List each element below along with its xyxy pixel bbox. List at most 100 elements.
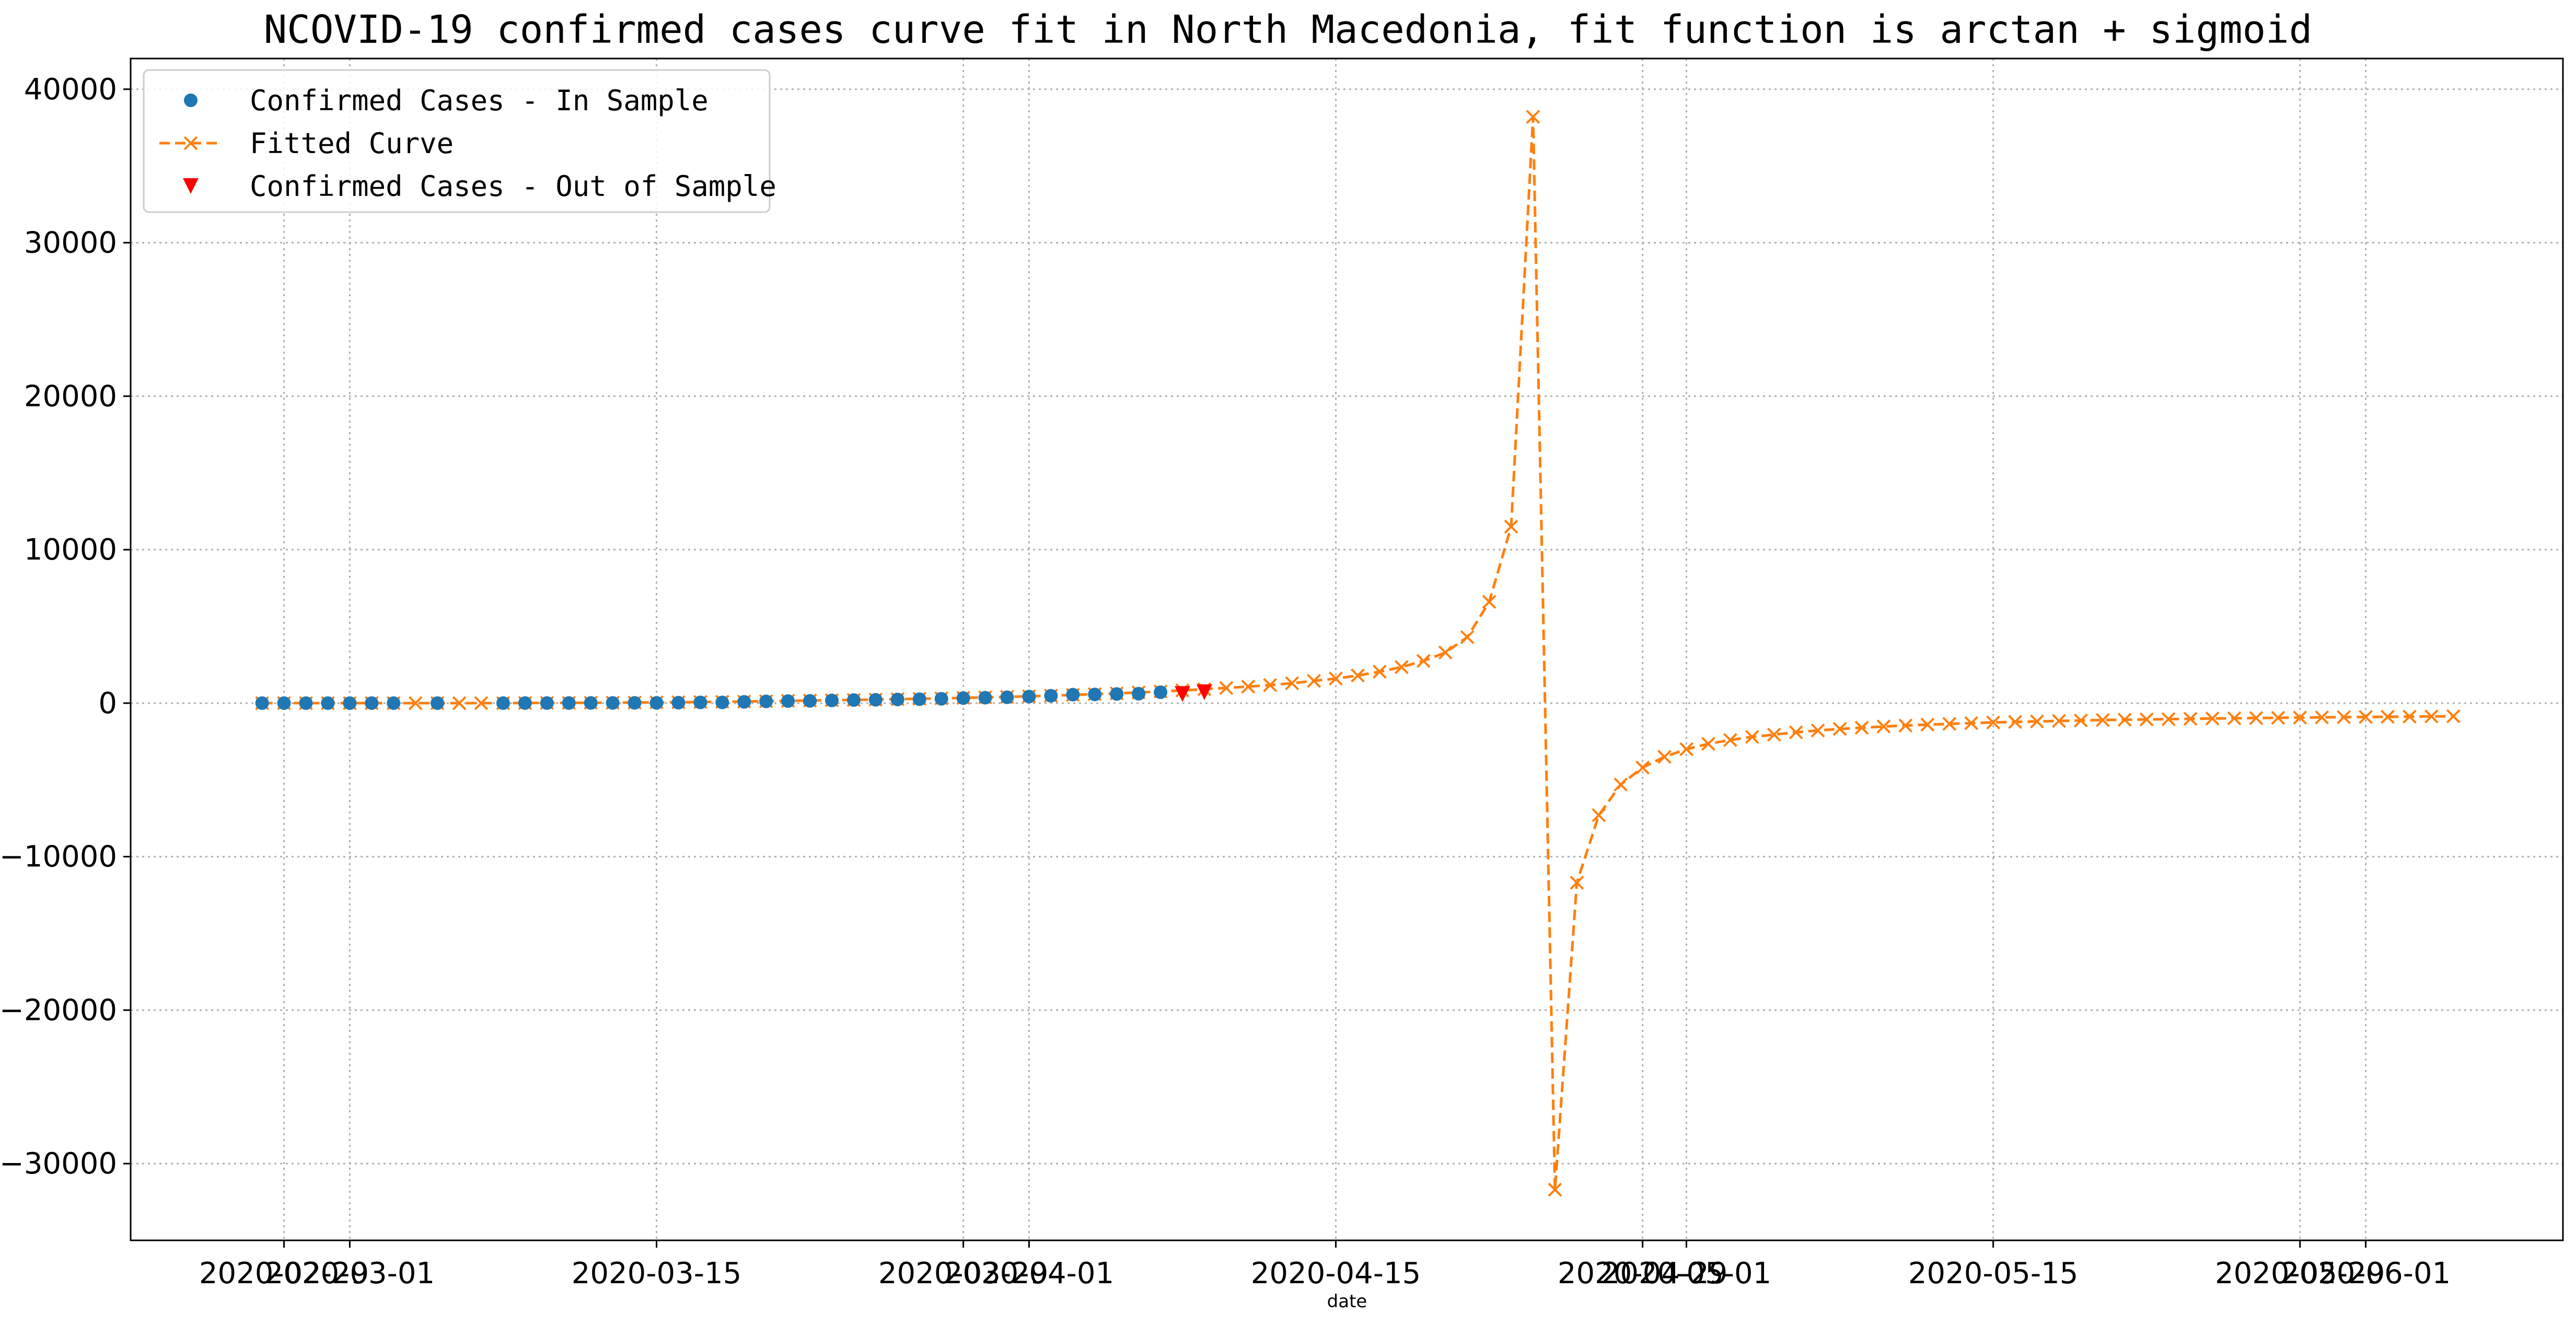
fitted-curve-point xyxy=(1329,671,1343,686)
fitted-curve-point xyxy=(1657,750,1672,764)
fitted-curve-point xyxy=(2008,715,2022,729)
in-sample-point xyxy=(606,696,620,710)
fitted-curve-point xyxy=(1745,730,1759,744)
fitted-curve-point xyxy=(2315,710,2329,725)
in-sample-point xyxy=(890,692,904,706)
fitted-curve-point xyxy=(1570,876,1584,890)
in-sample-point xyxy=(846,693,861,707)
fitted-curve-point xyxy=(1526,110,1540,124)
grid xyxy=(131,59,2563,1240)
fitted-curve-point xyxy=(2359,710,2373,724)
in-sample-point xyxy=(671,695,686,710)
fitted-curve-point xyxy=(2227,711,2242,726)
in-sample-point xyxy=(1044,689,1058,703)
axes: −30000 −20000 −10000 0 10000 20000 30000 40000 2… xyxy=(0,73,2451,1291)
legend-entry: Fitted Curve xyxy=(159,127,454,160)
in-sample-point xyxy=(584,696,598,710)
fitted-curve-point xyxy=(2249,711,2264,725)
legend-marker xyxy=(183,136,198,150)
fitted-curve-point xyxy=(1898,718,1913,733)
in-sample-point xyxy=(365,696,379,710)
fitted-curve-point xyxy=(2161,712,2176,726)
x-tick-label: 2020-02-29 xyxy=(199,1257,369,1291)
in-sample-point xyxy=(649,696,664,710)
in-sample-point xyxy=(496,696,510,710)
x-tick-label: 2020-05-29 xyxy=(2215,1257,2385,1291)
out-of-sample-point xyxy=(1196,684,1212,700)
fitted-curve-point xyxy=(1416,654,1431,668)
fitted-curve-point xyxy=(1679,742,1693,757)
x-tick-label: 2020-06-01 xyxy=(2281,1257,2451,1291)
legend-marker xyxy=(184,94,198,107)
fitted-curve-point xyxy=(2183,712,2198,726)
x-tick-label: 2020-04-29 xyxy=(1558,1257,1727,1291)
legend: Confirmed Cases - In Sample Fitted Curve C… xyxy=(143,69,776,213)
in-sample-point xyxy=(868,693,883,707)
in-sample-point xyxy=(956,691,970,705)
fitted-curve-point xyxy=(2073,713,2088,728)
fitted-curve-point xyxy=(2271,711,2285,725)
in-sample-point xyxy=(803,694,817,708)
y-tick-label: 0 xyxy=(98,687,117,720)
fitted-curve-point xyxy=(2293,711,2307,725)
in-sample-point xyxy=(1088,688,1102,702)
in-sample-point xyxy=(978,691,992,705)
in-sample-point xyxy=(277,696,291,710)
y-tick-label: −20000 xyxy=(0,993,117,1027)
fitted-curve-point xyxy=(408,696,423,711)
fitted-curve-point xyxy=(1394,660,1409,675)
y-tick-label: −10000 xyxy=(0,840,117,874)
fitted-curve-point xyxy=(1701,737,1715,751)
fitted-curve-point xyxy=(2095,713,2110,727)
fitted-curve-point xyxy=(1285,676,1299,691)
in-sample-point xyxy=(431,696,445,710)
fitted-curve-point xyxy=(1811,723,1825,738)
in-sample-point xyxy=(255,696,269,710)
fitted-curve-point xyxy=(1789,725,1803,740)
fitted-curve-point xyxy=(1219,681,1234,695)
fitted-curve-point xyxy=(1241,679,1256,694)
chart-title: NCOVID-19 confirmed cases curve fit in N… xyxy=(264,7,2313,52)
series-in-sample xyxy=(255,685,1168,710)
out-of-sample-point xyxy=(1174,686,1190,702)
in-sample-point xyxy=(934,692,948,706)
in-sample-point xyxy=(912,692,926,706)
x-tick-label: 2020-05-01 xyxy=(1602,1257,1771,1291)
fitted-curve-point xyxy=(474,696,489,711)
fitted-curve-point xyxy=(1723,733,1737,747)
fitted-curve-point xyxy=(1592,808,1606,822)
fitted-curve-point xyxy=(1351,668,1365,683)
in-sample-point xyxy=(1132,687,1146,701)
fitted-curve-point xyxy=(1767,727,1781,742)
fitted-curve-point xyxy=(1832,722,1847,736)
fitted-curve-point xyxy=(2030,714,2044,729)
in-sample-point xyxy=(781,694,795,708)
fitted-curve-point xyxy=(1614,777,1628,792)
in-sample-point xyxy=(1000,690,1014,704)
in-sample-point xyxy=(825,693,839,707)
in-sample-point xyxy=(693,695,707,710)
in-sample-point xyxy=(628,696,642,710)
series-layer xyxy=(255,110,2461,1197)
y-tick-label: 40000 xyxy=(24,73,117,107)
x-tick-label: 2020-03-15 xyxy=(572,1257,741,1291)
fitted-curve-point xyxy=(1372,665,1387,679)
y-tick-label: 10000 xyxy=(24,533,117,567)
fitted-curve-point xyxy=(2446,709,2461,724)
fitted-curve-point xyxy=(2052,714,2066,728)
fitted-curve-point xyxy=(2139,712,2154,727)
in-sample-point xyxy=(518,696,532,710)
in-sample-point xyxy=(1110,687,1124,701)
fitted-curve-point xyxy=(1504,519,1518,534)
fitted-curve-point xyxy=(1263,678,1278,692)
fitted-curve-point xyxy=(1942,717,1957,731)
legend-entry: Confirmed Cases - In Sample xyxy=(184,84,709,117)
legend-marker xyxy=(183,178,199,194)
fitted-curve-point xyxy=(1460,630,1475,644)
in-sample-point xyxy=(562,696,576,710)
y-tick-label: 30000 xyxy=(24,226,117,260)
fitted-curve-point xyxy=(2424,709,2439,724)
fitted-curve-point xyxy=(1854,720,1869,735)
in-sample-point xyxy=(387,696,401,710)
